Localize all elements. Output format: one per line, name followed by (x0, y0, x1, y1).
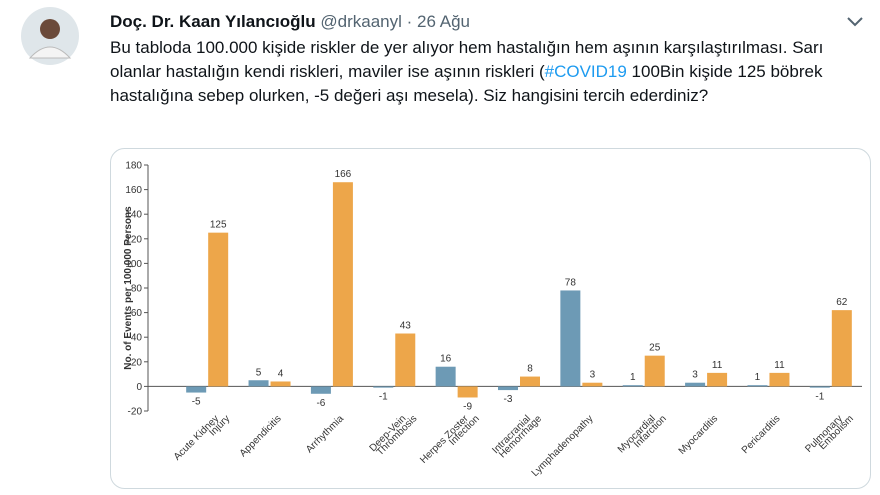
bar (186, 386, 207, 393)
bar (520, 376, 540, 387)
data-label: -5 (192, 397, 201, 408)
bar (270, 381, 291, 387)
date[interactable]: 26 Ağu (417, 12, 470, 31)
data-label: 78 (565, 277, 577, 288)
y-tick-label: 100 (125, 259, 142, 270)
bar (622, 385, 643, 387)
separator: · (406, 12, 413, 31)
y-tick-label: 60 (131, 308, 143, 319)
data-label: -1 (815, 392, 824, 403)
y-tick-label: 180 (125, 161, 142, 172)
tweet-text: Bu tabloda 100.000 kişide riskler de yer… (110, 36, 865, 108)
text: 100Bin kişide 125 böbrek hastalığına seb… (110, 62, 823, 105)
y-tick-label: 40 (131, 333, 143, 344)
data-label: -9 (463, 401, 472, 412)
hashtag[interactable]: #COVID19 (544, 62, 627, 81)
author-handle[interactable]: @drkaanyl (320, 12, 402, 31)
avatar-body (28, 46, 72, 59)
data-label: 5 (256, 367, 262, 378)
data-label: 62 (836, 297, 848, 308)
more-button[interactable] (847, 17, 863, 27)
bar (457, 386, 478, 398)
bar (435, 366, 456, 387)
bar (208, 232, 229, 387)
tweet: Doç. Dr. Kaan Yılancıoğlu @drkaanyl · 26… (110, 10, 870, 108)
bar (831, 310, 852, 387)
data-label: 3 (590, 370, 596, 381)
data-label: 43 (400, 321, 412, 332)
tweet-header: Doç. Dr. Kaan Yılancıoğlu @drkaanyl · 26… (110, 10, 870, 34)
bar (809, 386, 830, 388)
data-label: 11 (774, 360, 785, 371)
bar (685, 382, 706, 387)
bar (707, 372, 728, 387)
y-tick-label: 140 (125, 210, 142, 221)
y-tick-label: -20 (128, 407, 143, 418)
bar (644, 355, 665, 387)
data-label: -3 (504, 394, 513, 405)
bar (769, 372, 790, 387)
y-tick-label: 80 (131, 284, 143, 295)
y-axis-label: No. of Events per 100,000 Persons (123, 206, 134, 370)
bar (747, 385, 768, 387)
author-name[interactable]: Doç. Dr. Kaan Yılancıoğlu (110, 12, 316, 31)
data-label: 8 (527, 364, 533, 375)
data-label: 1 (755, 372, 761, 383)
bar (560, 290, 581, 387)
data-label: 1 (630, 372, 636, 383)
bar (395, 333, 416, 387)
data-label: 166 (335, 169, 352, 180)
y-tick-label: 0 (136, 382, 142, 393)
data-label: -1 (379, 392, 388, 403)
data-label: 16 (440, 354, 452, 365)
data-label: 11 (712, 360, 723, 371)
data-label: 25 (649, 343, 661, 354)
data-label: 125 (210, 220, 227, 231)
bar (332, 182, 353, 387)
y-tick-label: 160 (125, 185, 142, 196)
avatar-head (40, 19, 60, 39)
y-tick-label: 20 (131, 357, 143, 368)
bar (373, 386, 394, 388)
y-tick-label: 120 (125, 234, 142, 245)
bar (248, 380, 269, 387)
bar (498, 386, 518, 391)
text: Bu tabloda 100.000 kişide riskler de yer… (110, 38, 824, 81)
data-label: 4 (278, 368, 284, 379)
data-label: -6 (316, 398, 325, 409)
media-frame[interactable] (110, 148, 871, 489)
bar (310, 386, 331, 394)
data-label: 3 (692, 370, 698, 381)
bar (582, 382, 603, 387)
